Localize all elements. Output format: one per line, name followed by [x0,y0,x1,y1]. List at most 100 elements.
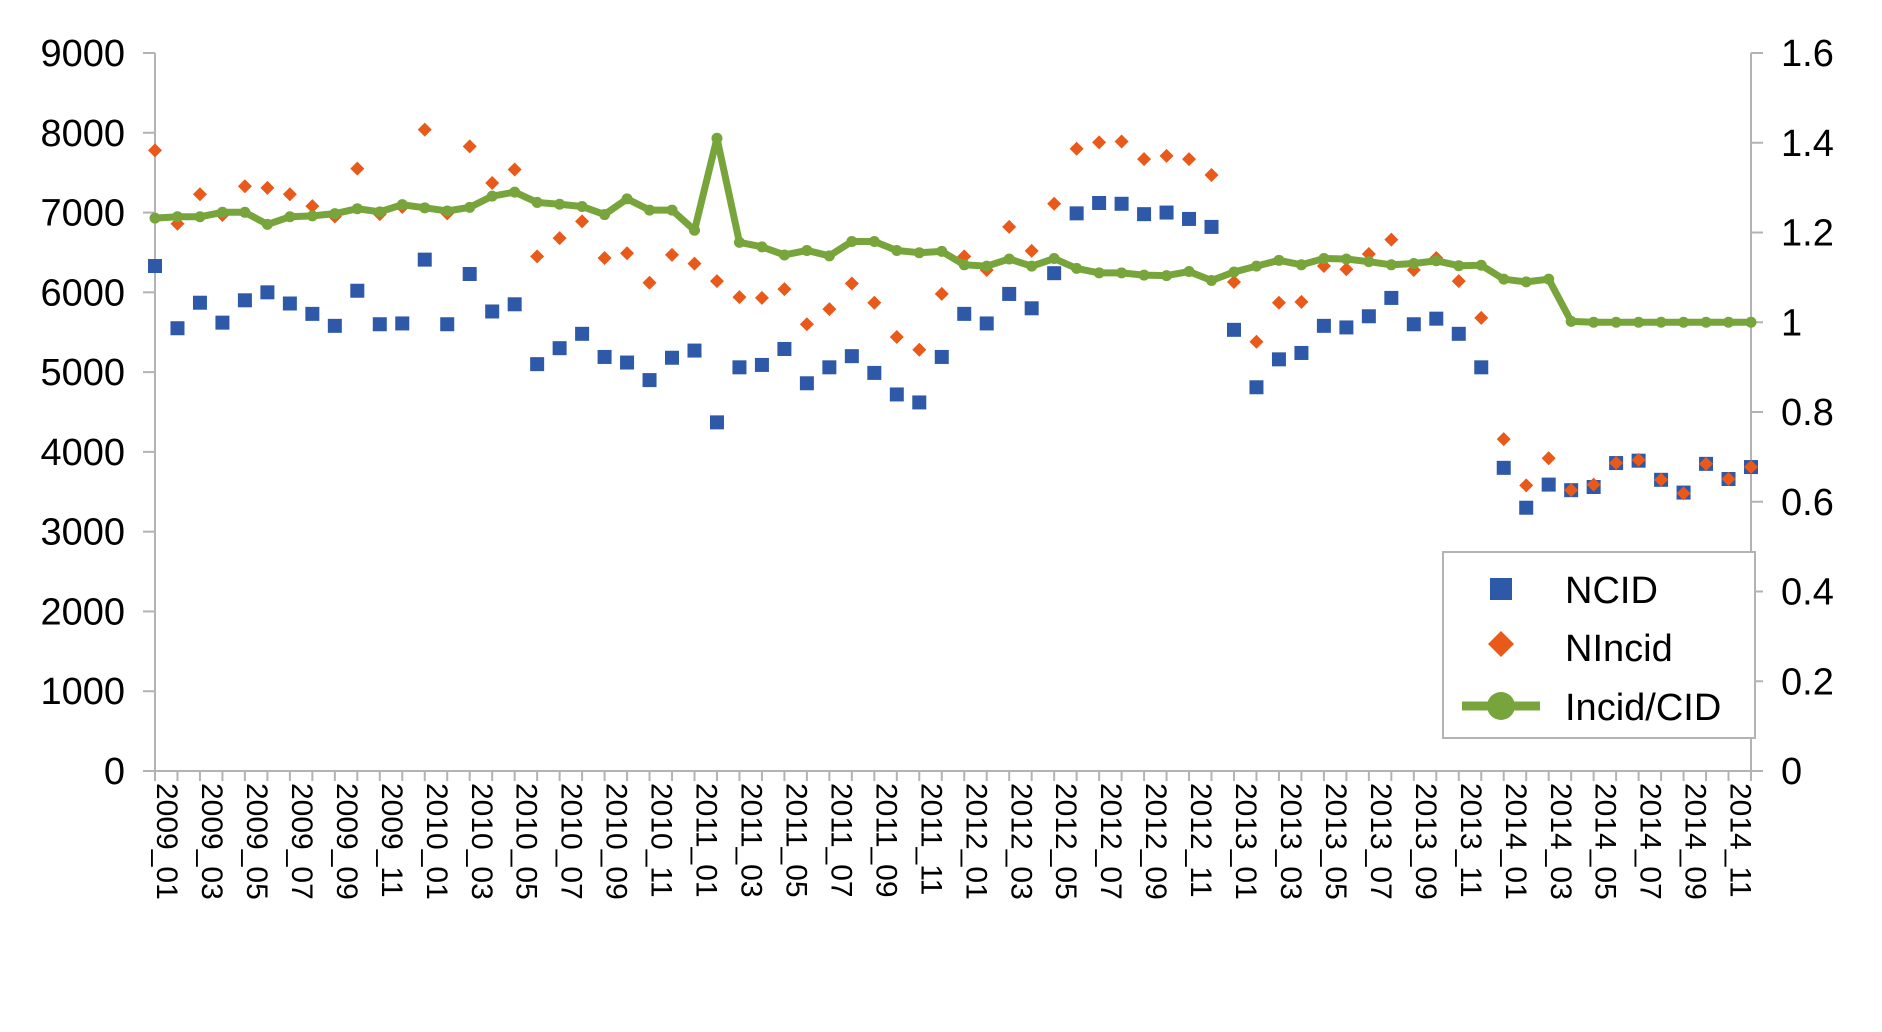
legend-nincid-label: NIncid [1565,628,1673,670]
x-tick-label: 2009_03 [195,783,228,900]
nincid-point [709,274,724,289]
incid-cid-point [733,236,745,248]
ncid-point [777,341,792,356]
ncid-point [462,266,477,281]
nincid-point [485,176,500,191]
ncid-point [957,306,972,321]
incid-cid-point [936,245,948,257]
incid-cid-point [1048,253,1060,265]
x-tick-label: 2010_11 [645,783,678,898]
y-right-tick-label: 0 [1781,751,1802,793]
incid-cid-point [868,235,880,247]
ncid-point [507,297,522,312]
legend-item-ncid: NCID [1490,570,1658,612]
nincid-point [732,290,747,305]
ncid-point [867,365,882,380]
incid-cid-line [154,134,1751,326]
ncid-point [1519,500,1534,515]
nincid-point [934,286,949,301]
x-tick-label: 2009_07 [285,783,318,900]
nincid-point [1721,472,1736,487]
incid-cid-point [239,206,251,218]
ncid-point [1182,211,1197,226]
nincid-point [777,282,792,297]
ncid-point [889,387,904,402]
incid-cid-point [1161,270,1173,282]
incid-cid-point [981,260,993,272]
incid-cid-point [1520,276,1532,288]
nincid-point [1249,334,1264,349]
y-right-tick-label: 1.2 [1781,213,1834,255]
ncid-point [1047,266,1062,281]
ncid-point [395,316,410,331]
ncid-point [1496,460,1511,475]
x-tick-label: 2010_05 [510,783,543,900]
y-left-tick-label: 8000 [40,113,125,155]
nincid-point [1384,232,1399,247]
nincid-point [1631,452,1646,467]
ncid-point [530,357,545,372]
ncid-point [552,341,567,356]
nincid-point [148,143,162,158]
x-tick-label: 2012_05 [1049,783,1082,900]
incid-cid-point [891,244,903,256]
incid-cid-point [1093,267,1105,279]
incid-cid-point [441,205,453,217]
ncid-point [620,355,635,370]
incid-cid-point [1543,273,1555,285]
ncid-point [912,395,927,410]
nincid-point [282,187,297,202]
nincid-point [1361,247,1376,262]
ncid-point [1316,318,1331,333]
incid-cid-point [1295,259,1307,271]
x-tick-label: 2013_03 [1274,783,1307,900]
incid-cid-point [396,199,408,211]
ncid-point [282,296,297,311]
ncid-point [305,306,320,321]
incid-cid-point [1475,259,1487,271]
incid-cid-series [149,132,1757,328]
nincid-point [575,214,590,229]
y-left-tick-label: 6000 [40,272,125,314]
x-tick-label: 2011_01 [690,783,723,898]
x-tick-label: 2011_09 [869,783,902,898]
nincid-point [1744,460,1758,475]
ncid-point [148,259,162,274]
y-left-tick-label: 9000 [40,33,125,75]
ncid-point [687,343,702,358]
ncid-point [350,283,365,298]
x-tick-label: 2010_01 [420,783,453,900]
ncid-point [1429,311,1444,326]
ncid-point [979,316,994,331]
incid-cid-point [284,211,296,223]
x-tick-label: 2010_09 [600,783,633,900]
y-left-tick-label: 1000 [40,671,125,713]
incid-cid-point [644,204,656,216]
ncid-point [1474,360,1489,375]
incid-cid-point [621,193,633,205]
incid-cid-point [913,247,925,259]
ncid-point [1204,219,1219,234]
incid-cid-point [374,206,386,218]
x-tick-label: 2012_11 [1184,783,1217,898]
ncid-point [1114,196,1129,211]
nincid-series [148,122,1758,501]
incid-cid-point [1745,316,1757,328]
y-left-tick-label: 2000 [40,591,125,633]
x-tick-label: 2010_03 [465,783,498,900]
incid-cid-point [171,211,183,223]
x-tick-label: 2014_07 [1634,783,1667,900]
y-left-tick-label: 3000 [40,512,125,554]
x-tick-label: 2013_09 [1409,783,1442,900]
x-tick-label: 2014_01 [1499,783,1532,900]
ncid-point [170,321,185,336]
incid-cid-point [576,200,588,212]
incid-cid-point [1408,257,1420,269]
nincid-point [1474,310,1489,325]
ncid-point [327,318,342,333]
nincid-point [1451,274,1466,289]
nincid-point [822,302,837,317]
ncid-point [844,349,859,364]
ncid-series [148,195,1758,515]
legend-ncid-label: NCID [1565,570,1658,612]
